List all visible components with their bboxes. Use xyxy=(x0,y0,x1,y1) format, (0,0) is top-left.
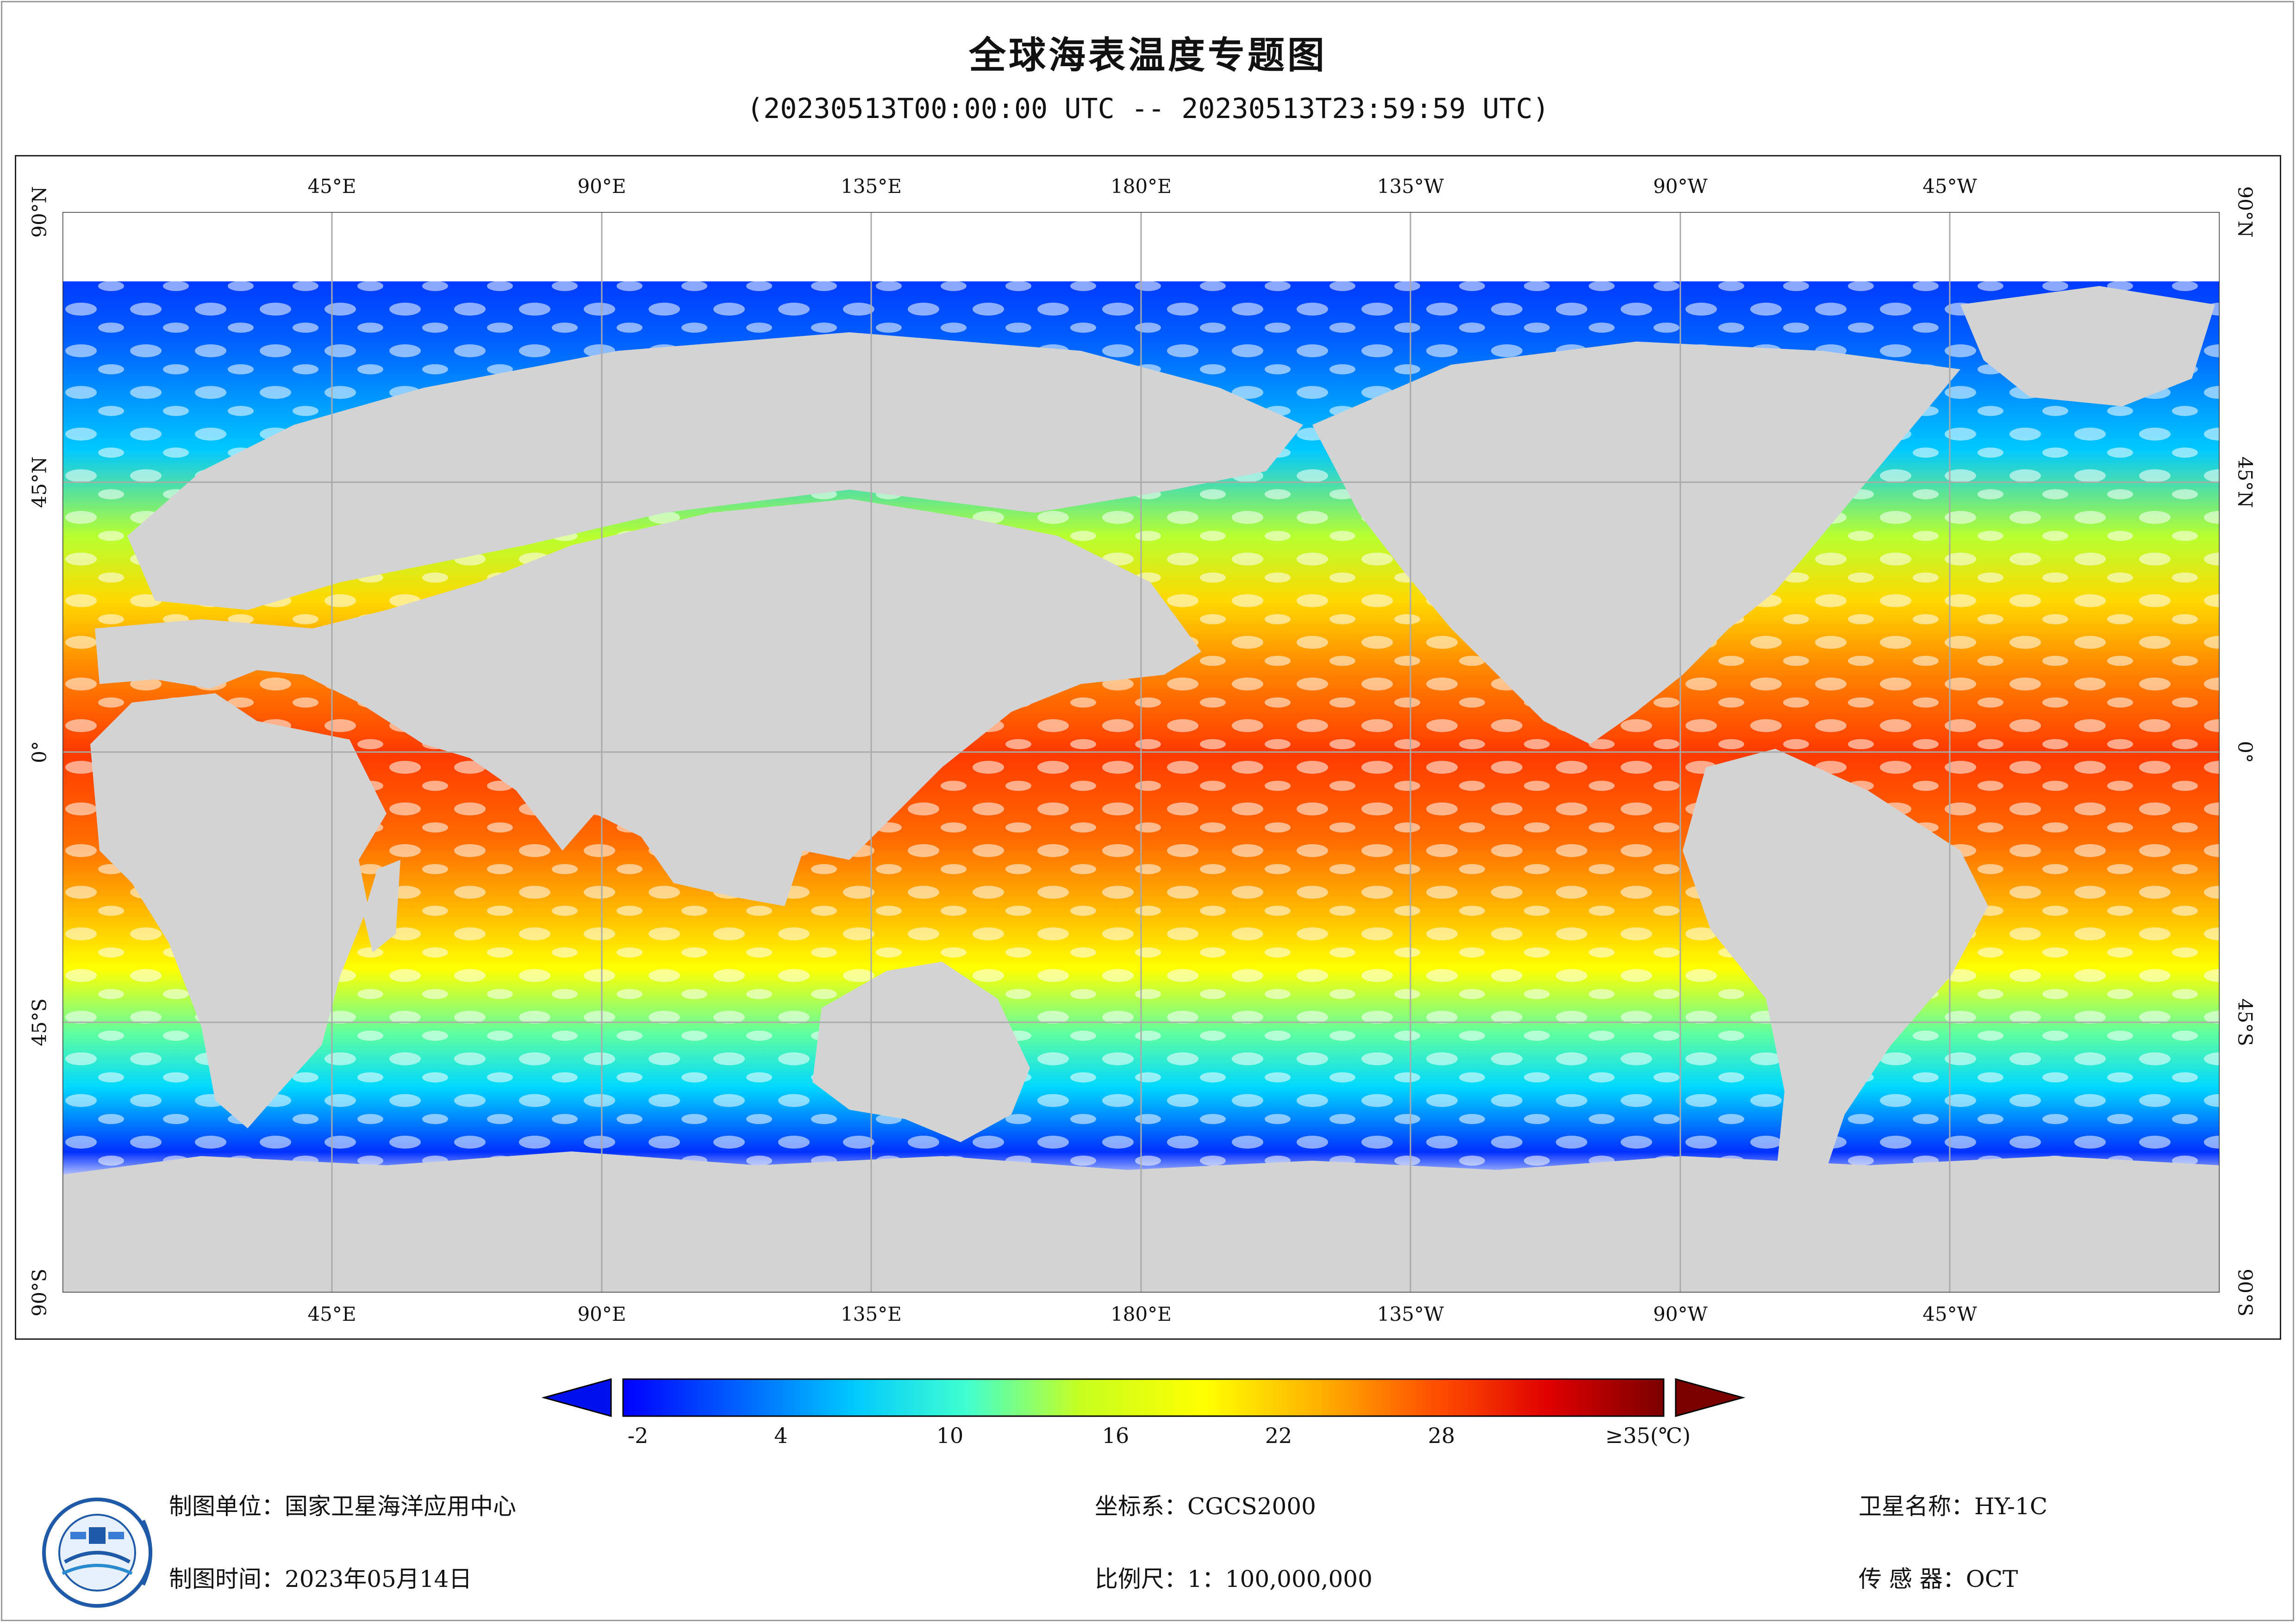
lat-tick-right-equator: 0° xyxy=(2234,741,2257,763)
legend-label-0: -2 xyxy=(627,1423,649,1448)
lon-tick-bottom-135e: 135°E xyxy=(841,1303,902,1325)
graticule xyxy=(62,212,2220,1293)
map-frame xyxy=(15,155,2281,1340)
lon-tick-top-90e: 90°E xyxy=(577,175,626,198)
lat-tick-left-90s: 90°S xyxy=(28,1269,51,1317)
satellite-name: 卫星名称：HY-1C xyxy=(1859,1493,2048,1520)
legend-label-4: 22 xyxy=(1265,1423,1292,1448)
lon-tick-bottom-45e: 45°E xyxy=(307,1303,356,1325)
legend-arrow-low xyxy=(542,1378,612,1417)
lat-tick-left-45s: 45°S xyxy=(28,998,51,1046)
legend-label-3: 16 xyxy=(1102,1423,1129,1448)
legend-color-bar xyxy=(622,1378,1665,1417)
lat-tick-right-45s: 45°S xyxy=(2234,998,2257,1046)
lon-tick-top-90w: 90°W xyxy=(1653,175,1708,198)
time-range-subtitle: (20230513T00:00:00 UTC -- 20230513T23:59… xyxy=(747,93,1549,125)
mapping-date: 制图时间：2023年05月14日 xyxy=(169,1566,472,1592)
sst-map xyxy=(62,212,2220,1293)
color-legend xyxy=(542,1378,1745,1417)
lon-tick-bottom-45w: 45°W xyxy=(1922,1303,1977,1325)
lon-tick-top-45w: 45°W xyxy=(1922,175,1977,198)
lon-tick-bottom-90e: 90°E xyxy=(577,1303,626,1325)
map-title: 全球海表温度专题图 xyxy=(969,34,1327,77)
lon-tick-top-45e: 45°E xyxy=(307,175,356,198)
coordinate-system: 坐标系：CGCS2000 xyxy=(1095,1493,1316,1520)
legend-label-1: 4 xyxy=(774,1423,788,1448)
lon-tick-bottom-180e: 180°E xyxy=(1111,1303,1172,1325)
lat-tick-left-90n: 90°N xyxy=(28,186,51,238)
lat-tick-left-equator: 0° xyxy=(28,741,51,763)
mapping-unit: 制图单位：国家卫星海洋应用中心 xyxy=(169,1493,516,1520)
lat-tick-right-90n: 90°N xyxy=(2234,186,2257,238)
lon-tick-bottom-135w: 135°W xyxy=(1377,1303,1444,1325)
lat-tick-right-45n: 45°N xyxy=(2234,456,2257,508)
legend-label-2: 10 xyxy=(936,1423,964,1448)
lat-tick-left-45n: 45°N xyxy=(28,456,51,508)
legend-arrow-high xyxy=(1675,1378,1745,1417)
lon-tick-top-180e: 180°E xyxy=(1111,175,1172,198)
sensor-name: 传 感 器：OCT xyxy=(1859,1566,2018,1592)
legend-label-6: ≥35(℃) xyxy=(1605,1423,1691,1448)
legend-label-5: 28 xyxy=(1428,1423,1455,1448)
lon-tick-bottom-90w: 90°W xyxy=(1653,1303,1708,1325)
lat-tick-right-90s: 90°S xyxy=(2234,1269,2257,1317)
organization-logo xyxy=(42,1498,152,1608)
lon-tick-top-135w: 135°W xyxy=(1377,175,1444,198)
map-scale: 比例尺：1：100,000,000 xyxy=(1095,1566,1373,1592)
lon-tick-top-135e: 135°E xyxy=(841,175,902,198)
